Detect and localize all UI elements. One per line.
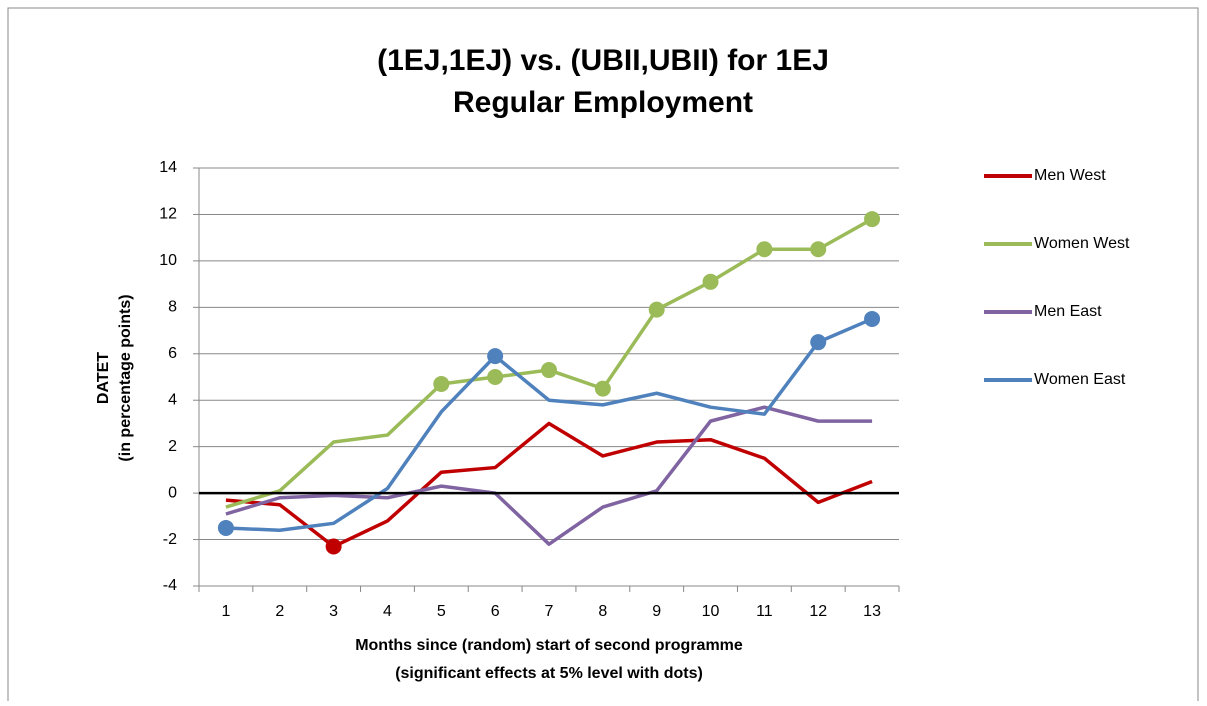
chart-border — [7, 7, 1199, 706]
y-tick-label: -4 — [163, 577, 177, 594]
significant-dot — [594, 380, 611, 397]
significant-dot — [433, 375, 450, 392]
significant-dot — [810, 334, 827, 351]
x-tick-label: 4 — [383, 603, 392, 620]
x-tick-label: 10 — [702, 603, 720, 620]
significant-dot — [864, 211, 881, 228]
x-tick-label: 8 — [598, 603, 607, 620]
y-tick-label: 2 — [168, 438, 177, 455]
legend-label: Women West — [1034, 235, 1130, 252]
y-axis-label: (in percentage points) — [117, 294, 134, 461]
series-line — [225, 405, 873, 546]
legend-label: Women East — [1034, 371, 1126, 388]
legend-label: Men West — [1034, 167, 1106, 184]
y-tick-label: 4 — [168, 391, 177, 408]
significant-dot — [487, 348, 504, 365]
significant-dot — [217, 519, 234, 536]
significant-dot — [702, 273, 719, 290]
x-axis-label: (significant effects at 5% level with do… — [395, 665, 703, 682]
chart-title: (1EJ,1EJ) vs. (UBII,UBII) for 1EJ — [377, 44, 829, 77]
x-tick-label: 5 — [437, 603, 446, 620]
series-line — [225, 317, 873, 533]
chart-title: Regular Employment — [453, 86, 753, 119]
x-tick-label: 9 — [652, 603, 661, 620]
x-axis-label: Months since (random) start of second pr… — [355, 637, 743, 654]
x-tick-label: 13 — [863, 603, 881, 620]
significant-dot — [756, 241, 773, 258]
significant-dot — [810, 241, 827, 258]
x-tick-label: 1 — [221, 603, 230, 620]
x-tick-label: 3 — [329, 603, 338, 620]
y-tick-label: 12 — [159, 206, 177, 223]
significant-dot — [648, 301, 665, 318]
y-tick-label: 0 — [168, 484, 177, 501]
x-tick-label: 6 — [491, 603, 500, 620]
y-axis-label: DATET — [95, 352, 112, 404]
significant-dot — [864, 310, 881, 327]
significant-dot — [487, 369, 504, 385]
significant-dot — [541, 362, 557, 379]
significant-dot — [325, 538, 342, 555]
x-tick-label: 7 — [545, 603, 554, 620]
y-tick-label: -2 — [163, 531, 177, 548]
x-tick-label: 12 — [809, 603, 827, 620]
y-tick-label: 10 — [159, 252, 177, 269]
y-tick-label: 8 — [168, 299, 177, 316]
y-tick-label: 14 — [159, 159, 177, 176]
x-tick-label: 11 — [756, 603, 773, 620]
legend-label: Men East — [1034, 303, 1102, 320]
y-tick-label: 6 — [168, 345, 177, 362]
x-tick-label: 2 — [275, 603, 284, 620]
